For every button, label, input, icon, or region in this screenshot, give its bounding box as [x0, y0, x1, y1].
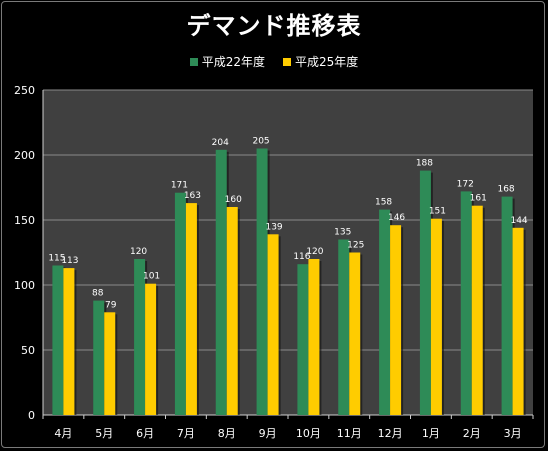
- bar-series-1: [501, 196, 513, 415]
- x-tick-label: 3月: [504, 427, 522, 440]
- legend-item-series-1: 平成22年度: [189, 53, 265, 70]
- bar-series-1: [379, 209, 391, 415]
- data-label: 115: [48, 254, 65, 264]
- bar-series-1: [134, 259, 146, 415]
- y-tick-label: 50: [21, 344, 35, 357]
- data-label: 120: [306, 247, 323, 257]
- bar-series-1: [93, 300, 105, 415]
- x-tick-label: 7月: [177, 427, 195, 440]
- bar-series-2: [104, 312, 116, 415]
- data-label: 146: [388, 213, 405, 223]
- bar-series-1: [419, 170, 431, 415]
- legend-label-series-2: 平成25年度: [295, 55, 359, 69]
- bar-series-1: [215, 149, 227, 416]
- bar-series-2: [185, 203, 197, 415]
- x-tick-label: 2月: [463, 427, 481, 440]
- data-label: 116: [293, 252, 310, 262]
- data-label: 79: [105, 300, 117, 310]
- data-label: 101: [143, 272, 160, 282]
- bar-series-2: [390, 225, 402, 415]
- data-label: 125: [347, 241, 364, 251]
- y-tick-label: 100: [14, 279, 35, 292]
- x-tick-label: 9月: [259, 427, 277, 440]
- data-label: 163: [184, 191, 201, 201]
- data-label: 204: [212, 138, 229, 148]
- bar-series-2: [471, 205, 483, 415]
- legend: 平成22年度 平成25年度: [0, 53, 548, 70]
- x-tick-label: 10月: [296, 427, 321, 440]
- legend-item-series-2: 平成25年度: [283, 53, 358, 70]
- y-tick-label: 150: [14, 214, 35, 227]
- bar-series-2: [430, 218, 442, 415]
- y-tick-label: 200: [14, 149, 35, 162]
- data-label: 205: [252, 137, 269, 147]
- bar-series-2: [145, 283, 157, 415]
- data-label: 151: [429, 207, 446, 217]
- plot-area: [43, 90, 533, 415]
- data-label: 160: [225, 195, 242, 205]
- bar-series-1: [338, 239, 350, 415]
- chart-title: デマンド推移表: [186, 12, 362, 40]
- data-label: 168: [497, 185, 514, 195]
- data-label: 139: [265, 222, 282, 232]
- bar-series-1: [256, 148, 268, 415]
- bar-series-1: [297, 264, 309, 415]
- x-tick-label: 4月: [54, 427, 72, 440]
- bar-series-2: [63, 268, 75, 415]
- data-label: 158: [375, 198, 392, 208]
- data-label: 188: [416, 159, 433, 169]
- bar-series-1: [52, 265, 64, 415]
- bar-series-2: [267, 234, 279, 415]
- bar-series-2: [226, 207, 238, 415]
- y-tick-label: 0: [28, 409, 35, 422]
- legend-swatch-series-2: [283, 57, 291, 66]
- data-label: 120: [130, 247, 147, 257]
- data-label: 88: [92, 289, 104, 299]
- y-tick-label: 250: [14, 84, 35, 97]
- x-tick-label: 12月: [378, 427, 403, 440]
- data-label: 144: [510, 216, 527, 226]
- x-tick-label: 11月: [337, 427, 362, 440]
- x-tick-label: 1月: [422, 427, 440, 440]
- legend-swatch-series-1: [189, 57, 198, 66]
- data-label: 161: [470, 194, 487, 204]
- bar-series-1: [460, 191, 472, 415]
- x-tick-label: 8月: [218, 427, 236, 440]
- x-tick-label: 5月: [95, 427, 113, 440]
- data-label: 135: [334, 228, 351, 238]
- bar-series-2: [308, 259, 320, 415]
- data-label: 171: [171, 181, 188, 191]
- bar-series-2: [512, 227, 524, 415]
- x-tick-label: 6月: [136, 427, 154, 440]
- legend-label-series-1: 平成22年度: [201, 55, 265, 69]
- bar-series-1: [174, 192, 186, 415]
- data-label: 113: [61, 256, 78, 266]
- bar-series-2: [349, 252, 361, 415]
- data-label: 172: [457, 179, 474, 189]
